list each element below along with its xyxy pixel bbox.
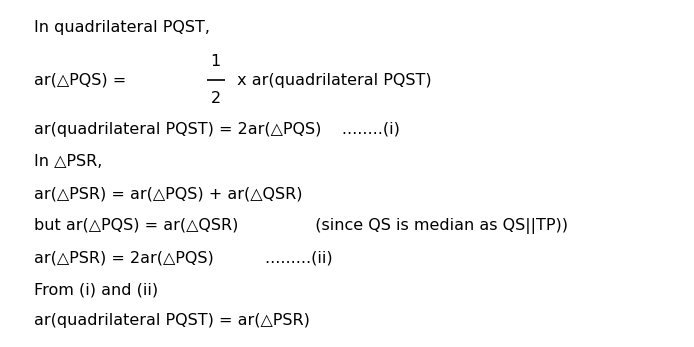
- Text: 1: 1: [211, 54, 221, 69]
- Text: ar(△PQS) =: ar(△PQS) =: [34, 73, 131, 88]
- Text: In △PSR,: In △PSR,: [34, 154, 103, 169]
- Text: In quadrilateral PQST,: In quadrilateral PQST,: [34, 20, 210, 35]
- Text: ar(quadrilateral PQST) = 2ar(△PQS)    ........(i): ar(quadrilateral PQST) = 2ar(△PQS) .....…: [34, 122, 400, 137]
- Text: but ar(△PQS) = ar(△QSR)               (since QS is median as QS||TP)): but ar(△PQS) = ar(△QSR) (since QS is med…: [34, 218, 568, 234]
- Text: From (i) and (ii): From (i) and (ii): [34, 283, 158, 298]
- Text: x ar(quadrilateral PQST): x ar(quadrilateral PQST): [232, 73, 432, 88]
- Text: ar(quadrilateral PQST) = ar(△PSR): ar(quadrilateral PQST) = ar(△PSR): [34, 313, 310, 328]
- Text: ar(△PSR) = 2ar(△PQS)          .........(ii): ar(△PSR) = 2ar(△PQS) .........(ii): [34, 251, 332, 266]
- Text: ar(△PSR) = ar(△PQS) + ar(△QSR): ar(△PSR) = ar(△PQS) + ar(△QSR): [34, 186, 303, 201]
- Text: 2: 2: [211, 92, 221, 107]
